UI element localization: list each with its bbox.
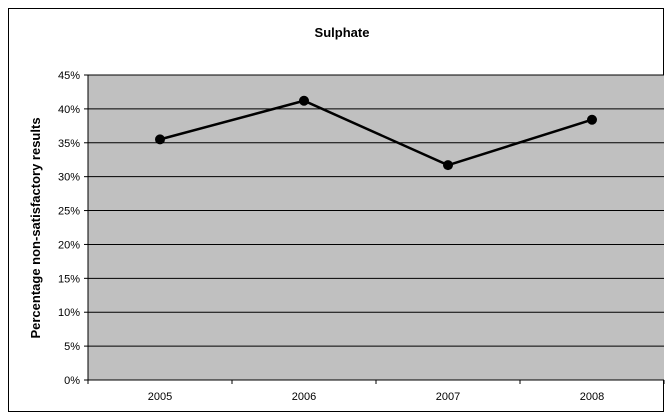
x-tick-label: 2007 [436, 391, 460, 403]
x-tick-label: 2005 [148, 391, 172, 403]
series-line [159, 99, 593, 167]
chart-title: Sulphate [315, 25, 370, 40]
y-tick-label: 25% [58, 206, 80, 218]
y-tick-label: 40% [58, 104, 80, 116]
y-tick-label: 10% [58, 307, 80, 319]
y-axis-label: Percentage non-satisfactory results [28, 117, 43, 338]
y-tick-label: 35% [58, 138, 80, 150]
y-tick-label: 15% [58, 273, 80, 285]
x-tick-label: 2006 [292, 391, 316, 403]
data-point [443, 160, 453, 171]
y-tick-label: 30% [58, 172, 80, 184]
data-point [299, 95, 309, 106]
y-tick-label: 5% [64, 341, 80, 353]
y-tick-label: 45% [58, 70, 80, 82]
y-tick-label: 20% [58, 239, 80, 251]
data-point [587, 114, 597, 125]
plot-area [88, 75, 664, 380]
y-tick-label: 0% [64, 375, 80, 387]
x-tick-label: 2008 [580, 391, 604, 403]
data-point [155, 134, 165, 145]
